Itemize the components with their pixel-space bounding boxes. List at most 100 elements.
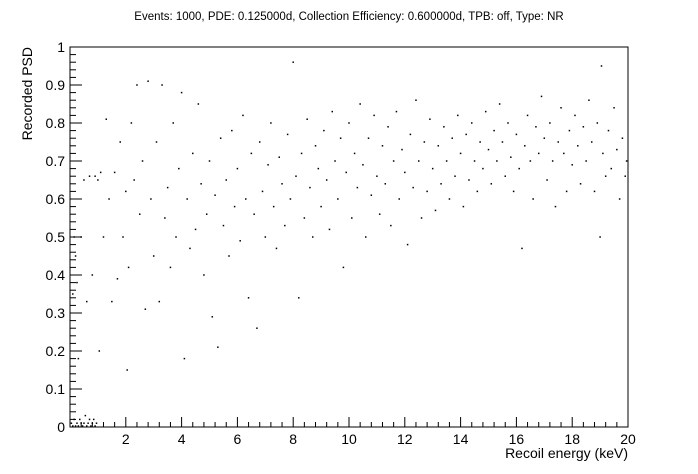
data-point — [147, 80, 149, 82]
data-point — [560, 107, 562, 109]
x-tick-label: 16 — [509, 431, 525, 447]
data-point — [590, 141, 593, 143]
data-point — [175, 236, 177, 238]
data-point — [286, 133, 289, 136]
data-point — [331, 110, 334, 113]
data-point — [401, 148, 403, 151]
data-point — [406, 243, 409, 246]
data-point — [91, 274, 94, 276]
data-point — [261, 190, 264, 193]
data-point — [621, 137, 624, 139]
data-point — [95, 422, 98, 424]
data-point — [554, 205, 557, 208]
data-point — [610, 167, 613, 170]
data-point — [99, 171, 102, 174]
data-point — [228, 255, 230, 257]
y-tick-label: 0.8 — [46, 115, 66, 131]
data-point — [133, 179, 135, 181]
data-point — [275, 247, 278, 250]
chart-title: Events: 1000, PDE: 0.125000d, Collection… — [134, 11, 563, 23]
data-point — [186, 198, 188, 200]
data-point — [126, 369, 128, 371]
data-point — [625, 160, 628, 162]
data-point — [74, 255, 77, 257]
data-point — [448, 198, 451, 200]
y-tick-label: 0.7 — [46, 153, 66, 169]
data-point — [208, 160, 211, 162]
data-point — [84, 414, 87, 417]
data-point — [272, 205, 275, 208]
data-point — [113, 171, 116, 174]
data-point — [87, 422, 89, 424]
x-axis: 2 4 6 8 10 12 14 16 18 20 — [69, 417, 636, 447]
data-point — [311, 236, 314, 238]
data-point — [565, 190, 568, 193]
data-point — [540, 95, 543, 98]
data-point — [356, 186, 359, 189]
data-point — [189, 247, 191, 250]
data-point — [451, 137, 453, 139]
data-point — [384, 183, 387, 185]
data-point — [247, 297, 250, 299]
data-point — [239, 240, 241, 242]
data-point — [457, 114, 459, 117]
data-point — [551, 160, 554, 162]
data-point — [303, 217, 306, 219]
data-point — [543, 137, 546, 139]
data-point — [253, 213, 255, 215]
y-tick-label: 0.2 — [46, 343, 66, 359]
data-point — [136, 84, 138, 86]
data-point — [596, 122, 599, 124]
data-point — [245, 198, 247, 200]
data-point — [200, 183, 202, 185]
data-point — [309, 186, 311, 189]
data-point — [353, 152, 356, 155]
data-point — [328, 228, 331, 231]
data-point — [604, 175, 607, 177]
data-point — [111, 300, 113, 303]
y-tick-label: 1 — [57, 39, 65, 55]
data-point — [81, 425, 84, 427]
data-point — [295, 175, 297, 177]
data-point — [94, 425, 96, 427]
data-point — [420, 217, 423, 219]
data-point — [169, 266, 172, 269]
data-point — [465, 133, 467, 136]
data-point — [152, 255, 155, 257]
data-point — [479, 141, 481, 143]
y-tick-label: 0.5 — [46, 229, 66, 245]
data-point — [418, 160, 420, 162]
y-tick-label: 0.1 — [46, 381, 66, 397]
data-point — [529, 160, 532, 162]
data-point — [373, 114, 375, 117]
data-point — [462, 205, 465, 208]
data-point — [501, 141, 504, 143]
data-point — [194, 228, 197, 231]
data-point — [90, 425, 92, 427]
data-point — [300, 152, 303, 155]
data-point — [88, 175, 91, 177]
data-point — [211, 316, 214, 318]
data-point — [504, 175, 506, 177]
data-point — [334, 160, 336, 162]
data-point — [532, 198, 534, 200]
data-point — [161, 84, 163, 86]
data-point — [337, 198, 339, 200]
data-point — [437, 145, 440, 147]
data-point — [94, 175, 96, 177]
data-point — [440, 183, 442, 185]
data-point — [205, 213, 208, 215]
data-point — [74, 425, 77, 427]
data-point — [398, 198, 400, 200]
data-point — [76, 281, 78, 284]
data-point — [83, 422, 85, 424]
data-point — [359, 103, 361, 105]
data-point — [256, 327, 258, 329]
data-point — [429, 118, 431, 120]
data-point — [98, 350, 101, 352]
data-point — [459, 152, 462, 155]
data-point — [178, 167, 180, 170]
data-point — [203, 274, 205, 276]
data-point — [510, 156, 512, 158]
data-point — [395, 110, 398, 113]
